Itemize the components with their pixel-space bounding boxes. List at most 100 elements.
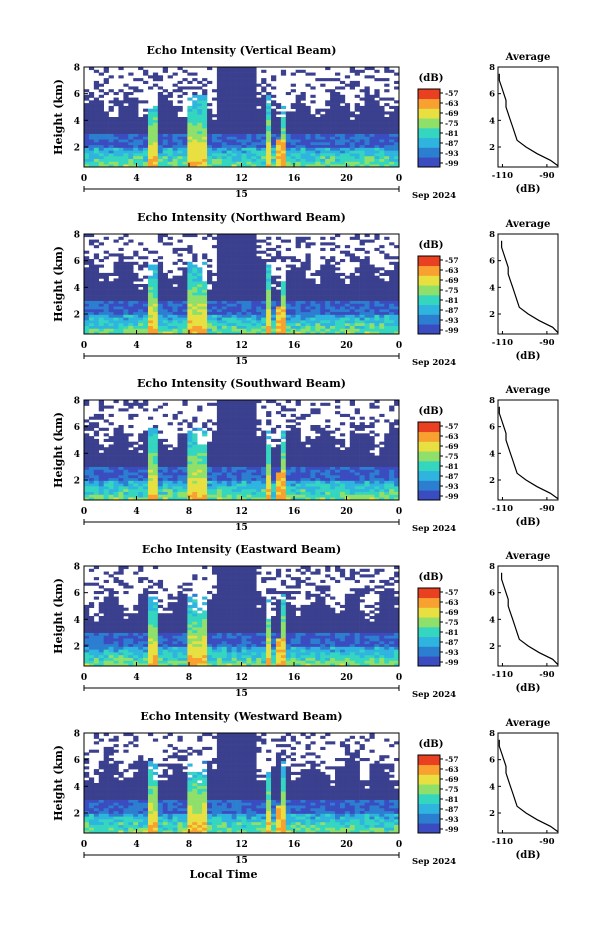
heatmap-cell: [364, 300, 370, 304]
heatmap-cell: [177, 139, 183, 143]
heatmap-cell: [320, 295, 326, 299]
heatmap-cell: [108, 436, 114, 440]
heatmap-cell: [344, 286, 351, 290]
heatmap-cell: [295, 122, 301, 126]
heatmap-cell: [93, 292, 100, 296]
heatmap-cell: [251, 153, 257, 157]
heatmap-cell: [103, 275, 109, 279]
heatmap-cell: [266, 322, 272, 326]
heatmap-cell: [211, 475, 218, 479]
heatmap-cell: [384, 331, 390, 335]
heatmap-cell: [271, 300, 277, 304]
heatmap-cell: [98, 491, 104, 495]
heatmap-cell: [187, 72, 193, 76]
heatmap-cell: [394, 128, 400, 132]
heatmap-cell: [315, 314, 321, 318]
heatmap-cell: [167, 488, 173, 492]
heatmap-cell: [305, 161, 311, 165]
heatmap-cell: [93, 433, 100, 437]
heatmap-cell: [187, 297, 193, 301]
heatmap-cell: [138, 491, 144, 495]
heatmap-cell: [231, 427, 237, 431]
heatmap-cell: [221, 247, 228, 251]
heatmap-cell: [147, 306, 154, 310]
heatmap-cell: [285, 264, 292, 268]
heatmap-cell: [207, 300, 213, 304]
heatmap-cell: [93, 300, 100, 304]
heatmap-cell: [172, 150, 178, 154]
heatmap-cell: [246, 491, 252, 495]
heatmap-cell: [133, 480, 139, 484]
heatmap-cell: [271, 122, 277, 126]
heatmap-cell: [93, 438, 100, 442]
heatmap-cell: [320, 491, 326, 495]
heatmap-cell: [221, 164, 228, 168]
heatmap-cell: [320, 139, 326, 143]
heatmap-cell: [246, 497, 252, 501]
heatmap-cell: [88, 67, 95, 71]
heatmap-cell: [157, 325, 164, 329]
heatmap-cell: [202, 463, 208, 467]
heatmap-cell: [123, 92, 129, 96]
heatmap-cell: [226, 128, 232, 132]
heatmap-cell: [162, 314, 168, 318]
heatmap-cell: [98, 94, 104, 98]
heatmap-cell: [300, 289, 306, 293]
heatmap-cell: [246, 89, 252, 93]
heatmap-cell: [344, 128, 351, 132]
heatmap-cell: [93, 475, 100, 479]
heatmap-cell: [182, 402, 188, 406]
heatmap-cell: [226, 275, 232, 279]
heatmap-cell: [330, 300, 336, 304]
heatmap-cell: [128, 86, 134, 90]
heatmap-cell: [231, 275, 237, 279]
heatmap-cell: [103, 256, 109, 260]
heatmap-cell: [211, 142, 218, 146]
heatmap-cell: [103, 155, 109, 159]
heatmap-cell: [379, 119, 385, 123]
heatmap-cell: [290, 264, 296, 268]
heatmap-cell: [221, 69, 228, 73]
heatmap-cell: [374, 161, 380, 165]
heatmap-cell: [182, 314, 188, 318]
heatmap-cell: [221, 114, 228, 118]
heatmap-cell: [241, 422, 247, 426]
heatmap-cell: [354, 300, 360, 304]
heatmap-cell: [226, 436, 232, 440]
heatmap-cell: [251, 264, 257, 268]
heatmap-cell: [128, 309, 134, 313]
heatmap-cell: [384, 306, 390, 310]
heatmap-cell: [182, 458, 188, 462]
heatmap-cell: [226, 278, 232, 282]
heatmap-cell: [128, 483, 134, 487]
heatmap-cell: [330, 119, 336, 123]
heatmap-cell: [261, 494, 267, 498]
heatmap-cell: [246, 72, 252, 76]
heatmap-cell: [285, 281, 292, 285]
heatmap-cell: [88, 242, 95, 246]
heatmap-cell: [113, 325, 119, 329]
heatmap-cell: [290, 441, 296, 445]
heatmap-cell: [359, 133, 365, 137]
y-tick-label: 8: [74, 64, 80, 74]
heatmap-cell: [226, 416, 232, 420]
heatmap-cell: [197, 328, 203, 332]
heatmap-cell: [118, 100, 124, 104]
heatmap-cell: [118, 494, 124, 498]
heatmap-cell: [172, 133, 178, 137]
heatmap-cell: [236, 436, 242, 440]
heatmap-cell: [275, 122, 282, 126]
heatmap-cell: [261, 322, 267, 326]
heatmap-cell: [290, 272, 296, 276]
heatmap-cell: [128, 425, 134, 429]
heatmap-cell: [256, 328, 262, 332]
heatmap-cell: [103, 309, 109, 313]
heatmap-cell: [157, 314, 164, 318]
heatmap-cell: [305, 311, 311, 315]
heatmap-cell: [108, 413, 114, 417]
heatmap-cell: [118, 433, 124, 437]
heatmap-cell: [374, 122, 380, 126]
heatmap-cell: [275, 297, 282, 301]
heatmap-cell: [241, 461, 247, 465]
heatmap-cell: [216, 278, 223, 282]
